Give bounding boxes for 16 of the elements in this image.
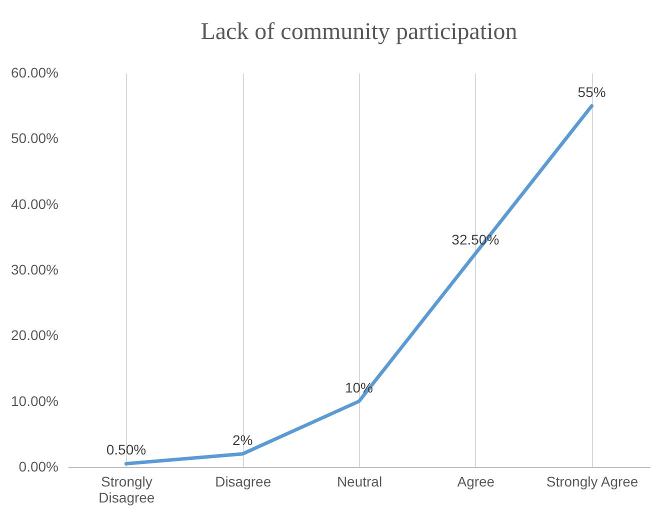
y-tick-label: 20.00% (11, 327, 58, 344)
chart-title: Lack of community participation (200, 19, 518, 45)
x-tick-label: Agree (457, 474, 495, 490)
y-tick-label: 0.00% (18, 458, 58, 474)
x-tick-label: Neutral (336, 474, 382, 490)
y-tick-label: 10.00% (11, 392, 58, 409)
y-tick-label: 30.00% (11, 262, 58, 278)
y-tick-label: 50.00% (11, 130, 58, 146)
data-label: 0.50% (106, 442, 146, 458)
y-tick-label: 60.00% (11, 64, 58, 80)
x-tick-label: Disagree (215, 474, 272, 490)
data-label: 2% (232, 432, 253, 448)
y-tick-label: 40.00% (11, 196, 58, 212)
x-tick-label: Strongly Disagree (98, 474, 155, 506)
x-tick-label: Strongly Agree (546, 474, 638, 490)
data-label: 55% (578, 84, 606, 100)
